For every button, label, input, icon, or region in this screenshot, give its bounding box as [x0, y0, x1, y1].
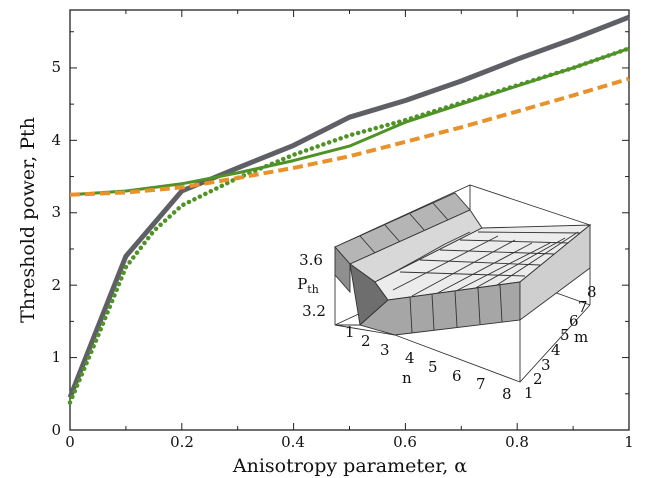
x-tick-label: 0.6 — [393, 433, 417, 451]
x-axis-title: Anisotropy parameter, α — [232, 455, 467, 477]
inset-m-tick-label: 2 — [533, 370, 543, 388]
inset-z-axis-title: Pth — [297, 275, 319, 296]
y-tick-label: 2 — [51, 276, 61, 294]
inset-n-tick-label: 5 — [428, 358, 438, 376]
axis-ticks — [69, 10, 630, 431]
inset-n-tick-labels: 1 2 3 4 5 6 7 8 — [345, 323, 512, 403]
series-layer — [67, 14, 632, 405]
inset-z-tick-label: 3.6 — [299, 251, 323, 269]
y-tick-label: 4 — [51, 131, 61, 149]
series-line-2 — [69, 46, 630, 197]
series-line-3 — [67, 46, 632, 405]
inset-n-tick-label: 6 — [452, 367, 462, 385]
inset-m-tick-label: 5 — [560, 326, 570, 344]
inset-surface-plot: 3.6 3.2 Pth 1 2 3 4 5 6 7 8 n 1 2 3 4 5 … — [297, 184, 597, 403]
y-axis-title: Threshold power, Pth — [17, 117, 39, 323]
x-tick-label: 0 — [65, 433, 75, 451]
x-tick-label: 0.4 — [281, 433, 305, 451]
inset-m-tick-label: 8 — [587, 283, 597, 301]
inset-m-tick-label: 1 — [524, 384, 534, 402]
y-tick-label: 3 — [51, 203, 61, 221]
inset-n-tick-label: 2 — [361, 332, 371, 350]
inset-m-tick-label: 3 — [541, 356, 551, 374]
x-tick-label: 0.8 — [505, 433, 529, 451]
inset-n-tick-label: 4 — [405, 349, 415, 367]
y-tick-labels: 0 1 2 3 4 5 — [51, 58, 61, 439]
inset-n-tick-label: 7 — [476, 375, 486, 393]
inset-m-tick-label: 4 — [551, 341, 561, 359]
x-tick-labels: 0 0.2 0.4 0.6 0.8 1 — [65, 433, 634, 451]
inset-n-tick-label: 1 — [345, 323, 355, 341]
inset-n-tick-label: 3 — [380, 341, 390, 359]
inset-front-face — [359, 224, 591, 336]
y-tick-label: 1 — [51, 348, 61, 366]
inset-m-axis-title: m — [574, 328, 588, 346]
inset-n-tick-label: 8 — [502, 385, 512, 403]
inset-base — [334, 304, 591, 383]
y-tick-label: 0 — [51, 421, 61, 439]
inset-m-tick-label: 6 — [569, 312, 579, 330]
inset-z-tick-label: 3.2 — [302, 302, 326, 320]
inset-m-tick-label: 7 — [578, 298, 588, 316]
series-line-1 — [67, 14, 630, 399]
x-tick-label: 1 — [624, 433, 634, 451]
y-tick-label: 5 — [51, 58, 61, 76]
x-tick-label: 0.2 — [170, 433, 194, 451]
series-line-4 — [69, 76, 630, 197]
inset-n-axis-title: n — [402, 369, 412, 387]
inset-m-tick-labels: 1 2 3 4 5 6 7 8 — [524, 283, 597, 402]
inset-trough — [349, 209, 483, 326]
